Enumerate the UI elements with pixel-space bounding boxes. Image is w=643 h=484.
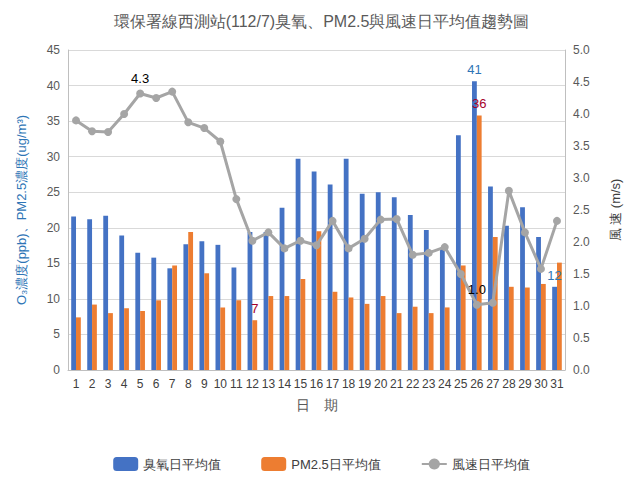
svg-text:9: 9 — [201, 377, 208, 391]
svg-text:11: 11 — [230, 377, 243, 391]
svg-text:3.5: 3.5 — [573, 139, 590, 153]
svg-text:5: 5 — [53, 327, 60, 341]
svg-text:20: 20 — [47, 221, 61, 235]
svg-text:7: 7 — [251, 301, 258, 316]
svg-text:0.0: 0.0 — [573, 363, 590, 377]
svg-text:4.3: 4.3 — [131, 71, 149, 86]
svg-text:3: 3 — [105, 377, 112, 391]
svg-text:12: 12 — [246, 377, 260, 391]
svg-text:36: 36 — [472, 96, 486, 111]
svg-text:1.5: 1.5 — [573, 267, 590, 281]
svg-text:8: 8 — [185, 377, 192, 391]
svg-text:19: 19 — [358, 377, 372, 391]
svg-text:29: 29 — [518, 377, 532, 391]
svg-text:3.0: 3.0 — [573, 171, 590, 185]
svg-text:45: 45 — [47, 43, 61, 57]
svg-text:26: 26 — [470, 377, 484, 391]
svg-text:35: 35 — [47, 114, 61, 128]
svg-text:10: 10 — [214, 377, 228, 391]
svg-text:7: 7 — [169, 377, 176, 391]
svg-text:6: 6 — [153, 377, 160, 391]
svg-text:31: 31 — [550, 377, 564, 391]
svg-text:5: 5 — [137, 377, 144, 391]
svg-text:臭氧日平均值: 臭氧日平均值 — [143, 457, 221, 472]
svg-text:16: 16 — [310, 377, 324, 391]
svg-text:5.0: 5.0 — [573, 43, 590, 57]
svg-text:24: 24 — [438, 377, 452, 391]
svg-text:21: 21 — [390, 377, 404, 391]
svg-text:30: 30 — [534, 377, 548, 391]
svg-text:環保署線西測站(112/7)臭氧、PM2.5與風速日平均值趨: 環保署線西測站(112/7)臭氧、PM2.5與風速日平均值趨勢圖 — [114, 13, 530, 30]
svg-text:22: 22 — [406, 377, 420, 391]
svg-text:41: 41 — [467, 62, 481, 77]
svg-text:1.0: 1.0 — [468, 282, 486, 297]
svg-text:1: 1 — [73, 377, 80, 391]
svg-text:2: 2 — [89, 377, 96, 391]
svg-text:0: 0 — [53, 363, 60, 377]
svg-text:15: 15 — [47, 256, 61, 270]
svg-text:27: 27 — [486, 377, 500, 391]
svg-text:25: 25 — [454, 377, 468, 391]
svg-text:4: 4 — [121, 377, 128, 391]
svg-text:4.5: 4.5 — [573, 75, 590, 89]
svg-text:O₃濃度(ppb)、PM2.5濃度(ug/m³): O₃濃度(ppb)、PM2.5濃度(ug/m³) — [14, 115, 29, 305]
svg-text:風 速 (m/s): 風 速 (m/s) — [608, 179, 623, 242]
svg-text:12: 12 — [547, 268, 561, 283]
svg-text:日 期: 日 期 — [296, 397, 338, 413]
svg-text:2.5: 2.5 — [573, 203, 590, 217]
svg-text:17: 17 — [326, 377, 340, 391]
svg-text:14: 14 — [278, 377, 292, 391]
svg-text:40: 40 — [47, 79, 61, 93]
svg-text:30: 30 — [47, 150, 61, 164]
svg-text:2.0: 2.0 — [573, 235, 590, 249]
svg-text:20: 20 — [374, 377, 388, 391]
svg-text:15: 15 — [294, 377, 308, 391]
svg-text:23: 23 — [422, 377, 436, 391]
svg-text:13: 13 — [262, 377, 276, 391]
svg-text:風速日平均值: 風速日平均值 — [452, 457, 530, 472]
svg-text:10: 10 — [47, 292, 61, 306]
svg-text:PM2.5日平均值: PM2.5日平均值 — [291, 457, 381, 472]
svg-text:25: 25 — [47, 185, 61, 199]
svg-text:1.0: 1.0 — [573, 299, 590, 313]
svg-text:4.0: 4.0 — [573, 107, 590, 121]
svg-text:28: 28 — [502, 377, 516, 391]
svg-text:18: 18 — [342, 377, 356, 391]
svg-text:0.5: 0.5 — [573, 331, 590, 345]
